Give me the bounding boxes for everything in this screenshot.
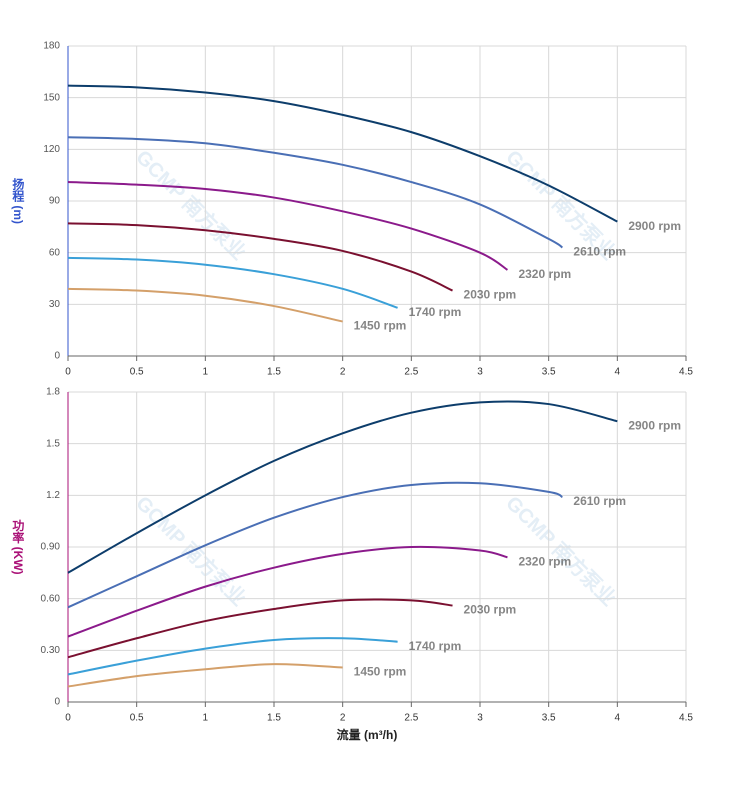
y-tick-label: 90 bbox=[49, 196, 61, 207]
curve bbox=[67, 222, 453, 292]
curve bbox=[67, 181, 509, 271]
x-tick-label: 3.5 bbox=[542, 367, 556, 378]
x-tick-label: 2.5 bbox=[404, 713, 418, 724]
x-tick-label: 4.5 bbox=[679, 713, 693, 724]
y-axis-title: 扬程 (m) bbox=[11, 177, 25, 224]
x-tick-label: 4 bbox=[615, 367, 621, 378]
x-tick-label: 1.5 bbox=[267, 367, 281, 378]
curve bbox=[67, 256, 398, 309]
x-tick-label: 2.5 bbox=[404, 367, 418, 378]
x-tick-label: 2 bbox=[340, 367, 346, 378]
x-tick-label: 3.5 bbox=[542, 713, 556, 724]
series-label: 1450 rpm bbox=[354, 665, 407, 679]
watermark: GCMP 南方泵业 bbox=[131, 145, 251, 265]
watermark: GCMP 南方泵业 bbox=[501, 491, 621, 611]
curve bbox=[67, 663, 343, 688]
curve bbox=[67, 637, 398, 676]
curve bbox=[67, 84, 618, 223]
x-tick-label: 1.5 bbox=[267, 713, 281, 724]
curve bbox=[67, 598, 453, 659]
series-label: 2610 rpm bbox=[573, 245, 626, 259]
series-label: 2320 rpm bbox=[518, 267, 571, 281]
y-tick-label: 150 bbox=[43, 92, 60, 103]
x-tick-label: 0 bbox=[65, 713, 71, 724]
series-label: 1740 rpm bbox=[409, 639, 462, 653]
x-tick-label: 1 bbox=[203, 713, 209, 724]
y-tick-label: 120 bbox=[43, 144, 60, 155]
y-tick-label: 30 bbox=[49, 299, 61, 310]
y-tick-label: 1.8 bbox=[46, 387, 60, 398]
series-label: 1740 rpm bbox=[409, 305, 462, 319]
y-tick-label: 0.60 bbox=[41, 593, 61, 604]
x-tick-label: 1 bbox=[203, 367, 209, 378]
y-tick-label: 1.5 bbox=[46, 438, 60, 449]
curve bbox=[67, 400, 618, 574]
series-label: 2900 rpm bbox=[628, 219, 681, 233]
curve bbox=[67, 481, 563, 609]
y-tick-label: 0 bbox=[54, 697, 60, 708]
y-tick-label: 0 bbox=[54, 351, 60, 362]
curve bbox=[67, 287, 343, 323]
x-tick-label: 4.5 bbox=[679, 367, 693, 378]
series-label: 2030 rpm bbox=[464, 288, 517, 302]
x-tick-label: 0.5 bbox=[130, 367, 144, 378]
y-tick-label: 0.90 bbox=[41, 542, 61, 553]
x-tick-label: 0.5 bbox=[130, 713, 144, 724]
series-label: 2610 rpm bbox=[573, 494, 626, 508]
y-tick-label: 0.30 bbox=[41, 645, 61, 656]
series-label: 2030 rpm bbox=[464, 603, 517, 617]
series-label: 2320 rpm bbox=[518, 555, 571, 569]
x-tick-label: 2 bbox=[340, 713, 346, 724]
x-tick-label: 3 bbox=[477, 367, 483, 378]
y-tick-label: 1.2 bbox=[46, 490, 60, 501]
x-tick-label: 3 bbox=[477, 713, 483, 724]
curve bbox=[67, 545, 508, 638]
y-tick-label: 60 bbox=[49, 247, 61, 258]
y-axis-title: 功率 (KW) bbox=[11, 518, 25, 575]
series-label: 2900 rpm bbox=[628, 418, 681, 432]
x-tick-label: 4 bbox=[615, 713, 621, 724]
curve bbox=[67, 136, 563, 249]
x-axis-title: 流量 (m³/h) bbox=[337, 727, 398, 742]
series-label: 1450 rpm bbox=[354, 319, 407, 333]
x-tick-label: 0 bbox=[65, 367, 71, 378]
y-tick-label: 180 bbox=[43, 41, 60, 52]
